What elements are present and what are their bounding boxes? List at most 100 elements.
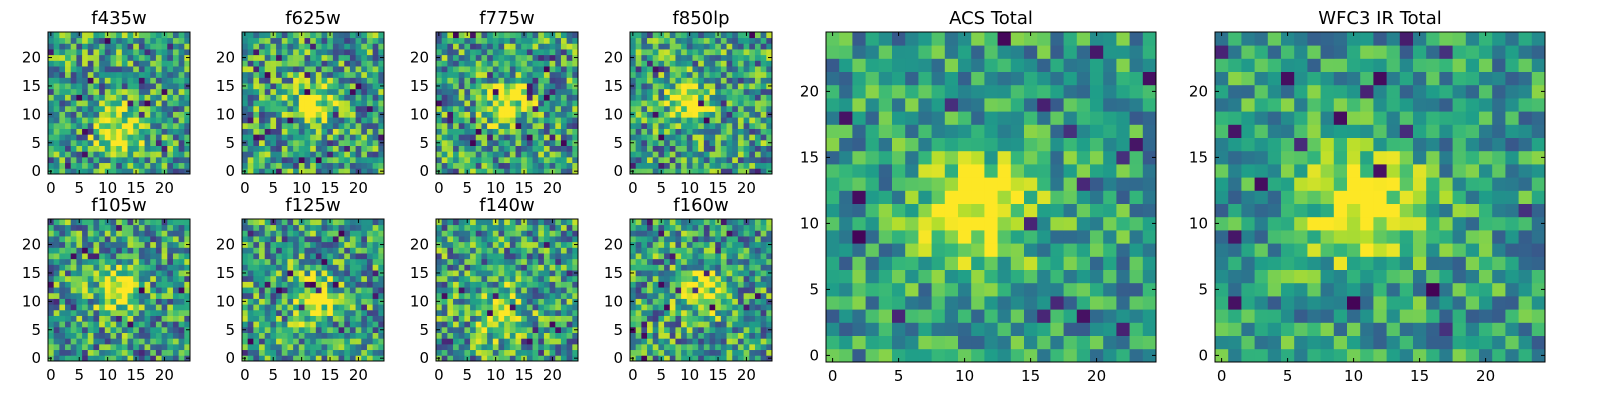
heatmap-cell — [498, 83, 505, 90]
heatmap-cell — [155, 134, 162, 141]
heatmap-cell — [441, 66, 448, 73]
heatmap-cell — [167, 83, 174, 90]
heatmap-cell — [355, 134, 362, 141]
heatmap-cell — [315, 298, 322, 305]
heatmap-cell — [253, 54, 260, 61]
heatmap-cell — [184, 304, 191, 311]
heatmap-cell — [93, 100, 100, 107]
heatmap-cell — [447, 77, 454, 84]
heatmap-cell — [453, 275, 460, 282]
heatmap-cell — [726, 71, 733, 78]
heatmap-cell — [104, 281, 111, 288]
panel-title: f125w — [285, 195, 340, 216]
heatmap-cell — [93, 287, 100, 294]
heatmap-cell — [138, 111, 145, 118]
heatmap-cell — [458, 117, 465, 124]
heatmap-cell — [184, 292, 191, 299]
heatmap-cell — [572, 145, 579, 152]
heatmap-cell — [560, 139, 568, 146]
heatmap-cell — [104, 156, 111, 164]
heatmap-cell — [70, 253, 77, 260]
heatmap-cell — [70, 49, 77, 56]
heatmap-cell — [572, 134, 579, 141]
heatmap-cell — [441, 122, 448, 129]
heatmap-cell — [121, 247, 128, 254]
heatmap-cell — [161, 326, 168, 333]
heatmap-cell — [247, 111, 254, 118]
heatmap-cell — [692, 156, 699, 164]
heatmap-cell — [361, 275, 368, 282]
heatmap-cell — [276, 32, 283, 39]
heatmap-cell — [720, 156, 727, 164]
heatmap-cell — [515, 139, 522, 146]
x-tick-label: 10 — [98, 366, 117, 384]
heatmap-cell — [298, 270, 305, 277]
heatmap-cell — [355, 54, 362, 61]
heatmap-cell — [526, 343, 533, 351]
heatmap-cell — [167, 66, 174, 73]
x-tick-label: 15 — [320, 366, 339, 384]
heatmap-cell — [726, 355, 733, 362]
heatmap-cell — [270, 287, 277, 294]
heatmap-cell — [436, 332, 443, 339]
heatmap-cell — [178, 88, 185, 95]
heatmap-cell — [630, 43, 637, 50]
heatmap-cell — [304, 122, 311, 129]
heatmap-cell — [293, 253, 300, 260]
heatmap-cell — [487, 338, 494, 345]
heatmap-cell — [566, 117, 573, 124]
heatmap-cell — [172, 247, 180, 254]
heatmap-cell — [532, 343, 539, 351]
heatmap-cell — [138, 168, 145, 175]
heatmap-cell — [532, 326, 539, 333]
heatmap-cell — [726, 321, 733, 328]
heatmap-cell — [447, 321, 454, 328]
heatmap-cell — [458, 253, 465, 260]
heatmap-cell — [515, 111, 522, 118]
heatmap-cell — [93, 258, 100, 265]
heatmap-cell — [749, 83, 756, 90]
heatmap-cell — [635, 326, 642, 333]
heatmap-cell — [720, 287, 727, 294]
heatmap-cell — [737, 326, 744, 333]
heatmap-cell — [133, 298, 140, 305]
heatmap-cell — [498, 128, 505, 135]
heatmap-cell — [538, 54, 545, 61]
heatmap-cell — [481, 304, 488, 311]
heatmap-cell — [698, 83, 705, 90]
heatmap-cell — [470, 258, 477, 265]
heatmap-cell — [76, 37, 83, 44]
heatmap-cell — [664, 117, 671, 124]
heatmap-cell — [344, 219, 351, 226]
heatmap-cell — [99, 117, 106, 124]
heatmap-cell — [99, 326, 106, 333]
heatmap-cell — [366, 83, 374, 90]
heatmap-cell — [167, 54, 174, 61]
heatmap-cell — [475, 298, 482, 305]
heatmap-cell — [184, 287, 191, 294]
heatmap-cell — [349, 66, 356, 73]
heatmap-cell — [366, 139, 374, 146]
heatmap-cell — [549, 122, 556, 129]
heatmap-cell — [481, 66, 488, 73]
heatmap-cell — [504, 326, 511, 333]
heatmap-cell — [675, 275, 682, 282]
heatmap-cell — [155, 83, 162, 90]
heatmap-cell — [59, 122, 66, 129]
heatmap-cell — [378, 156, 385, 164]
heatmap-cell — [247, 37, 254, 44]
heatmap-cell — [635, 77, 642, 84]
heatmap-cell — [304, 32, 311, 39]
heatmap-cell — [259, 162, 266, 169]
heatmap-cell — [121, 338, 128, 345]
heatmap-cell — [572, 309, 579, 316]
heatmap-cell — [720, 326, 727, 333]
heatmap-cell — [321, 287, 328, 294]
heatmap-cell — [344, 349, 351, 356]
heatmap-cell — [686, 54, 693, 61]
heatmap-cell — [515, 168, 522, 175]
heatmap-cell — [572, 321, 579, 328]
heatmap-cell — [652, 145, 659, 152]
heatmap-cell — [447, 151, 454, 158]
heatmap-cell — [737, 321, 744, 328]
